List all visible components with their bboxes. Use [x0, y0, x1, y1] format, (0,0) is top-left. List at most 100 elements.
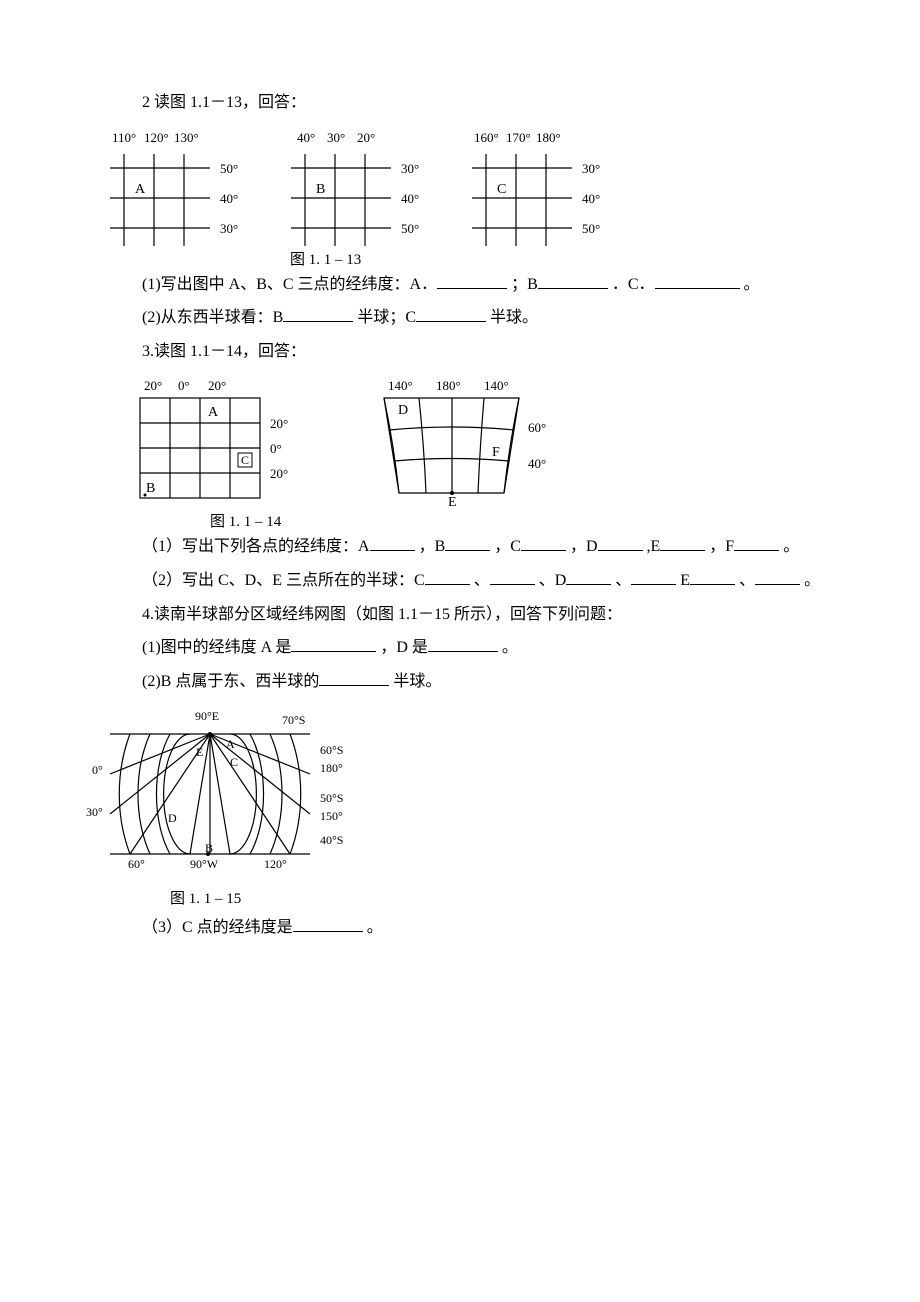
svg-text:20°: 20° [144, 378, 162, 393]
svg-text:20°: 20° [208, 378, 226, 393]
q3-sub2-s3: 、 [739, 572, 755, 589]
blank[interactable] [734, 535, 779, 551]
q3-sub2-s2: 、 [615, 572, 631, 589]
svg-text:160°: 160° [474, 130, 499, 145]
svg-text:180°: 180° [436, 378, 461, 393]
q3-sub1-end: 。 [783, 538, 799, 555]
blank[interactable] [521, 535, 566, 551]
svg-text:40°: 40° [401, 191, 419, 206]
blank[interactable] [370, 535, 415, 551]
q2-sub2-b: 半球；C [357, 309, 416, 326]
q4-prompt: 4.读南半球部分区域经纬网图（如图 1.1－15 所示），回答下列问题： [110, 602, 840, 628]
blank[interactable] [283, 306, 353, 322]
q3-sub2-end: 。 [804, 572, 820, 589]
svg-text:0°: 0° [178, 378, 190, 393]
svg-text:120°: 120° [144, 130, 169, 145]
blank[interactable] [291, 636, 376, 652]
blank[interactable] [660, 535, 705, 551]
q2-sub1: (1)写出图中 A、B、C 三点的经纬度：A． ；B ．C． 。 [110, 272, 840, 298]
svg-text:30°: 30° [86, 805, 103, 819]
svg-text:0°: 0° [92, 763, 103, 777]
grid-b: 40° 30° 20° 30° 40° 50° B [291, 126, 436, 246]
q3-sub2-d: 、D [539, 572, 567, 589]
blank[interactable] [631, 569, 676, 585]
q4-sub3-a: （3）C 点的经纬度是 [142, 919, 293, 936]
svg-text:E: E [196, 745, 203, 759]
blank[interactable] [566, 569, 611, 585]
q3-left-svg: 20° 0° 20° 20° 0° 20° A B C [130, 376, 300, 506]
svg-text:30°: 30° [401, 161, 419, 176]
blank[interactable] [755, 569, 800, 585]
svg-text:60°S: 60°S [320, 743, 343, 757]
q2-sub2-a: (2)从东西半球看：B [142, 309, 283, 326]
svg-text:90°E: 90°E [195, 709, 219, 723]
blank[interactable] [437, 273, 507, 289]
blank[interactable] [690, 569, 735, 585]
svg-text:40°: 40° [528, 456, 546, 471]
q2-sub2-c: 半球。 [490, 309, 538, 326]
q4-sub1-a: (1)图中的经纬度 A 是 [142, 639, 291, 656]
grid-c: 160° 170° 180° 30° 40° 50° C [472, 126, 617, 246]
q2-sub1-m1: ；B [511, 276, 538, 293]
svg-text:30°: 30° [582, 161, 600, 176]
q2-sub1-m2: ．C． [612, 276, 655, 293]
svg-text:50°: 50° [401, 221, 419, 236]
blank[interactable] [490, 569, 535, 585]
q3-sub1-b: ，B [419, 538, 446, 555]
blank[interactable] [319, 670, 389, 686]
svg-text:A: A [208, 405, 219, 420]
svg-text:40°: 40° [297, 130, 315, 145]
svg-text:130°: 130° [174, 130, 199, 145]
q3-sub1-f: ，F [709, 538, 734, 555]
blank[interactable] [445, 535, 490, 551]
blank[interactable] [655, 273, 740, 289]
svg-text:60°: 60° [128, 857, 145, 871]
blank[interactable] [538, 273, 608, 289]
svg-text:150°: 150° [320, 809, 343, 823]
q4-sub2-a: (2)B 点属于东、西半球的 [142, 673, 319, 690]
fig-1-1-14: 20° 0° 20° 20° 0° 20° A B C 140° [130, 376, 840, 506]
svg-text:30°: 30° [220, 221, 238, 236]
svg-text:180°: 180° [320, 761, 343, 775]
svg-text:E: E [448, 495, 457, 506]
svg-text:A: A [226, 737, 235, 751]
svg-text:140°: 140° [388, 378, 413, 393]
q4-sub1-end: 。 [502, 639, 518, 656]
svg-text:170°: 170° [506, 130, 531, 145]
q3-prompt: 3.读图 1.1－14，回答： [110, 339, 840, 365]
q2-sub2: (2)从东西半球看：B 半球；C 半球。 [110, 305, 840, 331]
q3-sub2-a: （2）写出 C、D、E 三点所在的半球：C [142, 572, 425, 589]
blank[interactable] [425, 569, 470, 585]
q4-sub2-b: 半球。 [393, 673, 441, 690]
svg-text:B: B [146, 481, 155, 496]
q3-left-grid: 20° 0° 20° 20° 0° 20° A B C [130, 376, 300, 506]
svg-text:110°: 110° [112, 130, 136, 145]
blank[interactable] [428, 636, 498, 652]
svg-text:40°S: 40°S [320, 833, 343, 847]
svg-text:50°: 50° [220, 161, 238, 176]
q2-sub1-a: (1)写出图中 A、B、C 三点的经纬度：A． [142, 276, 437, 293]
grid-a: 110° 120° 130° 50° 40° 30° A [110, 126, 255, 246]
q3-right-grid: 140° 180° 140° 60° 40° D F E [364, 376, 564, 506]
svg-text:120°: 120° [264, 857, 287, 871]
caption-1-1-14: 图 1. 1 – 14 [210, 510, 840, 534]
svg-text:60°: 60° [528, 420, 546, 435]
svg-text:C: C [230, 755, 238, 769]
svg-text:B: B [316, 182, 325, 197]
q3-sub1-a: （1）写出下列各点的经纬度：A [142, 538, 370, 555]
svg-text:0°: 0° [270, 441, 282, 456]
q3-sub1: （1）写出下列各点的经纬度：A ，B ，C ，D ,E ，F 。 [110, 534, 840, 560]
svg-text:70°S: 70°S [282, 713, 305, 727]
q4-sub2: (2)B 点属于东、西半球的 半球。 [110, 669, 840, 695]
q4-sub1: (1)图中的经纬度 A 是 ，D 是 。 [110, 635, 840, 661]
fig-1-1-13: 110° 120° 130° 50° 40° 30° A 40° 30° 20°… [110, 126, 840, 246]
svg-text:C: C [497, 182, 506, 197]
fig-1-1-15: 90°E 70°S 60°S 180° 50°S 150° 40°S 0° 30… [70, 704, 840, 911]
q3-sub2-s1: 、 [474, 572, 490, 589]
q4-sub3: （3）C 点的经纬度是 。 [110, 915, 840, 941]
blank[interactable] [416, 306, 486, 322]
svg-text:B: B [205, 841, 213, 855]
blank[interactable] [293, 916, 363, 932]
blank[interactable] [598, 535, 643, 551]
svg-text:D: D [168, 811, 177, 825]
